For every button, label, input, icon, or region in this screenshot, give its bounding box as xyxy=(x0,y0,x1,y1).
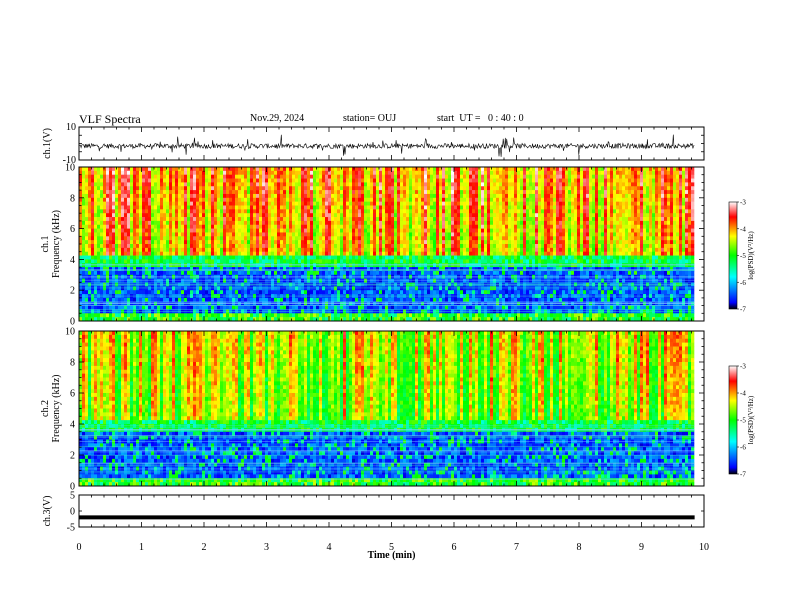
spectrogram-2-ylabel: Frequency (kHz) xyxy=(51,374,62,442)
spectrogram-2-ytick-label: 0 xyxy=(70,482,75,493)
spectrogram-2-channel-label: ch.2 xyxy=(40,400,51,417)
spectrogram-1-ytick-label: 10 xyxy=(65,163,75,174)
spectrogram-2-ytick-label: 8 xyxy=(70,358,75,369)
spectrogram-1-ytick-label: 6 xyxy=(70,224,75,235)
start-time-label: start UT = 0 : 40 : 0 xyxy=(437,113,524,124)
x-tick-label: 0 xyxy=(77,542,82,553)
waveform-bottom-ylabel: ch.3(V) xyxy=(42,496,53,527)
spectrogram-1-channel-label: ch.1 xyxy=(40,236,51,253)
colorbar-1-tick-label: -3 xyxy=(740,199,746,207)
x-tick-label: 4 xyxy=(327,542,332,553)
station-label: station= OUJ xyxy=(343,113,397,124)
colorbar-2-tick-label: -7 xyxy=(740,471,746,479)
x-tick-label: 3 xyxy=(264,542,269,553)
colorbar-2-tick-label: -4 xyxy=(740,390,746,398)
spectrogram-2-empty xyxy=(694,331,704,486)
spectrogram-1-lines xyxy=(79,264,695,313)
spectrogram-1-ylabel: Frequency (kHz) xyxy=(51,210,62,278)
waveform-bottom-ytick-label: 0 xyxy=(70,507,75,518)
colorbar-2 xyxy=(728,365,738,475)
x-tick-label: 10 xyxy=(699,542,709,553)
colorbar-1 xyxy=(728,201,738,310)
spectrogram-2-lines xyxy=(79,425,695,481)
spectrogram-1-ytick-label: 8 xyxy=(70,193,75,204)
colorbar-1-tick-label: -7 xyxy=(740,306,746,314)
spectrogram-2-ytick-label: 6 xyxy=(70,389,75,400)
waveform-bottom-ytick-label: 5 xyxy=(70,491,75,502)
colorbar-2-tick-label: -5 xyxy=(740,417,746,425)
colorbar-1-tick-label: -4 xyxy=(740,225,746,233)
waveform-top-ylabel: ch.1(V) xyxy=(42,128,53,159)
x-tick-label: 7 xyxy=(514,542,519,553)
spectrogram-1-empty xyxy=(694,167,704,321)
colorbar-2-label: log(PSD)(V²/Hz) xyxy=(747,395,755,444)
colorbar-1-tick-label: -6 xyxy=(740,279,746,287)
date-label: Nov.29, 2024 xyxy=(250,113,305,124)
colorbar-2-tick-label: -3 xyxy=(740,363,746,371)
spectrogram-2-ytick-label: 2 xyxy=(70,451,75,462)
spectrogram-1-ytick-label: 2 xyxy=(70,286,75,297)
waveform-bottom-ytick-label: -5 xyxy=(67,523,75,534)
x-tick-label: 9 xyxy=(639,542,644,553)
x-tick-label: 5 xyxy=(389,542,394,553)
spectrogram-2-ytick-label: 4 xyxy=(70,420,75,431)
colorbar-2-tick-label: -6 xyxy=(740,444,746,452)
waveform-top-series xyxy=(78,134,695,157)
chart-title: VLF Spectra xyxy=(79,112,141,126)
spectrogram-1-image xyxy=(79,167,695,322)
waveform-top-ytick-label: -10 xyxy=(63,155,76,166)
x-tick-label: 6 xyxy=(452,542,457,553)
x-tick-label: 2 xyxy=(202,542,207,553)
spectrogram-1-ytick-label: 4 xyxy=(70,255,75,266)
x-axis-label: Time (min) xyxy=(368,550,416,561)
colorbar-1-tick-label: -5 xyxy=(740,252,746,260)
spectrogram-2-ytick-label: 10 xyxy=(65,327,75,338)
waveform-top-ytick-label: 10 xyxy=(66,122,76,133)
colorbar-1-label: log(PSD)(V²/Hz) xyxy=(747,231,755,280)
x-tick-label: 1 xyxy=(139,542,144,553)
spectrogram-1-ytick-label: 0 xyxy=(70,317,75,328)
x-tick-label: 8 xyxy=(577,542,582,553)
